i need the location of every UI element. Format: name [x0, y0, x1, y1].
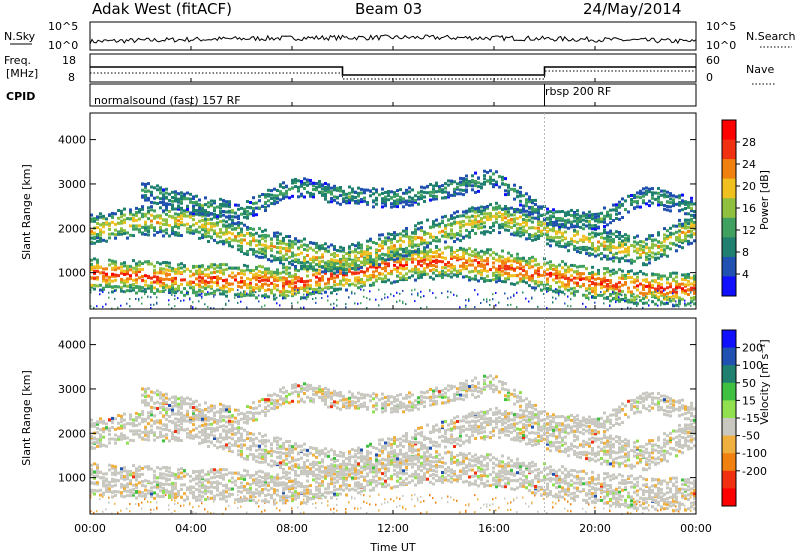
x-axis-ticks: 00:00 04:00 08:00 12:00 16:00 20:00 00:00	[74, 46, 712, 535]
colorbar-swatch	[722, 159, 736, 180]
colorbar-swatch	[722, 418, 736, 437]
freq-label: Freq.	[4, 54, 31, 67]
power-y-ticks: 1000 2000 3000 4000	[58, 134, 696, 280]
frequency-panel: 18 8 60 0 Freq. [MHz] Nave	[4, 53, 776, 85]
colorbar-swatch	[722, 178, 736, 199]
colorbar-swatch	[722, 256, 736, 277]
colorbar-swatch	[722, 217, 736, 238]
colorbar-tick-label: -200	[742, 465, 767, 478]
colorbar-swatch	[722, 237, 736, 258]
colorbar-tick-label: 100	[742, 359, 763, 372]
noise-sky-line	[89, 34, 697, 45]
freq-tick-bottom: 8	[68, 71, 75, 84]
colorbar-tick-label: -15	[742, 412, 760, 425]
colorbar-swatch	[722, 453, 736, 472]
power-panel: 1000 2000 3000 4000 Slant Range [km] 4 8 12 16…	[20, 112, 771, 515]
y-tick-label: 1000	[58, 472, 86, 485]
power-band-2	[90, 201, 696, 275]
power-colorbar-label: Power [dB]	[758, 170, 771, 230]
y-tick-label: 3000	[58, 178, 86, 191]
colorbar-swatch	[722, 488, 736, 507]
x-tick-label: 04:00	[175, 522, 207, 535]
colorbar-swatch	[722, 365, 736, 384]
beam-title: Beam 03	[355, 0, 422, 18]
power-band-3	[141, 169, 696, 231]
x-tick-label: 00:00	[74, 522, 106, 535]
y-tick-label: 2000	[58, 427, 86, 440]
nsky-label: N.Sky	[4, 30, 36, 43]
colorbar-tick-label: 8	[742, 246, 749, 259]
velocity-colorbar-label: Velocity [m s⁻¹]	[758, 339, 771, 424]
power-colorbar: 4 8 12 16 20 24 28	[721, 119, 756, 297]
nave-tick-top: 60	[706, 54, 720, 67]
cpid-segment-2: rbsp 200 RF	[545, 85, 611, 98]
velocity-colorbar: 200 100 50 15 -15 -50 -100 -200	[721, 329, 767, 507]
colorbar-tick-label: 15	[742, 394, 756, 407]
colorbar-swatch	[722, 435, 736, 454]
station-title: Adak West (fitACF)	[92, 0, 232, 18]
cpid-segment-1: normalsound (fast) 157 RF	[94, 94, 241, 107]
velocity-band-3	[141, 374, 696, 436]
colorbar-tick-label: 16	[742, 202, 756, 215]
nave-trace	[90, 70, 696, 80]
cpid-panel: CPID normalsound (fast) 157 RF rbsp 200 …	[6, 83, 697, 107]
velocity-band-2	[90, 406, 696, 480]
freq-tick-top: 18	[62, 54, 76, 67]
colorbar-tick-label: 50	[742, 377, 756, 390]
velocity-y-ticks: 1000 2000 3000 4000	[58, 339, 696, 485]
colorbar-swatch	[722, 198, 736, 219]
colorbar-tick-label: 20	[742, 180, 756, 193]
colorbar-tick-label: 12	[742, 224, 756, 237]
y-tick-label: 4000	[58, 134, 86, 147]
nave-tick-bottom: 0	[706, 71, 713, 84]
velocity-y-axis-label: Slant Range [km]	[20, 370, 33, 466]
nave-label: Nave	[746, 63, 774, 76]
noise-right-tick-top: 10^5	[706, 20, 736, 33]
x-tick-label: 08:00	[276, 522, 308, 535]
nsearch-label: N.Search	[746, 30, 796, 43]
x-tick-label: 20:00	[579, 522, 611, 535]
colorbar-tick-label: 200	[742, 342, 763, 355]
colorbar-swatch	[722, 120, 736, 141]
x-tick-label: 00:00	[680, 522, 712, 535]
x-axis-label: Time UT	[369, 541, 415, 554]
x-tick-label: 12:00	[377, 522, 409, 535]
velocity-panel: 1000 2000 3000 4000 Slant Range [km] 200 100…	[20, 317, 771, 515]
colorbar-swatch	[722, 276, 736, 297]
colorbar-swatch	[722, 139, 736, 160]
y-tick-label: 4000	[58, 339, 86, 352]
colorbar-tick-label: -50	[742, 430, 760, 443]
power-heatmap	[90, 169, 696, 515]
velocity-heatmap	[90, 374, 696, 513]
y-tick-label: 1000	[58, 267, 86, 280]
noise-left-tick-top: 10^5	[48, 20, 78, 33]
freq-unit-label: [MHz]	[6, 67, 38, 80]
x-tick-label: 16:00	[478, 522, 510, 535]
noise-right-tick-bottom: 10^0	[706, 39, 736, 52]
colorbar-tick-label: 28	[742, 136, 756, 149]
colorbar-swatch	[722, 470, 736, 489]
colorbar-tick-label: 4	[742, 268, 749, 281]
noise-panel: 10^5 10^0 10^5 10^0 N.Sky N.Search	[4, 20, 796, 52]
date-title: 24/May/2014	[583, 0, 681, 18]
cpid-label: CPID	[6, 90, 35, 103]
noise-trace	[89, 34, 697, 45]
noise-left-tick-bottom: 10^0	[48, 39, 78, 52]
power-y-axis-label: Slant Range [km]	[20, 164, 33, 260]
colorbar-swatch	[722, 382, 736, 401]
colorbar-swatch	[722, 347, 736, 366]
frequency-trace	[90, 66, 696, 76]
y-tick-label: 2000	[58, 222, 86, 235]
colorbar-tick-label: 24	[742, 158, 756, 171]
colorbar-swatch	[722, 400, 736, 419]
colorbar-swatch	[722, 330, 736, 349]
y-tick-label: 3000	[58, 383, 86, 396]
colorbar-tick-label: -100	[742, 447, 767, 460]
